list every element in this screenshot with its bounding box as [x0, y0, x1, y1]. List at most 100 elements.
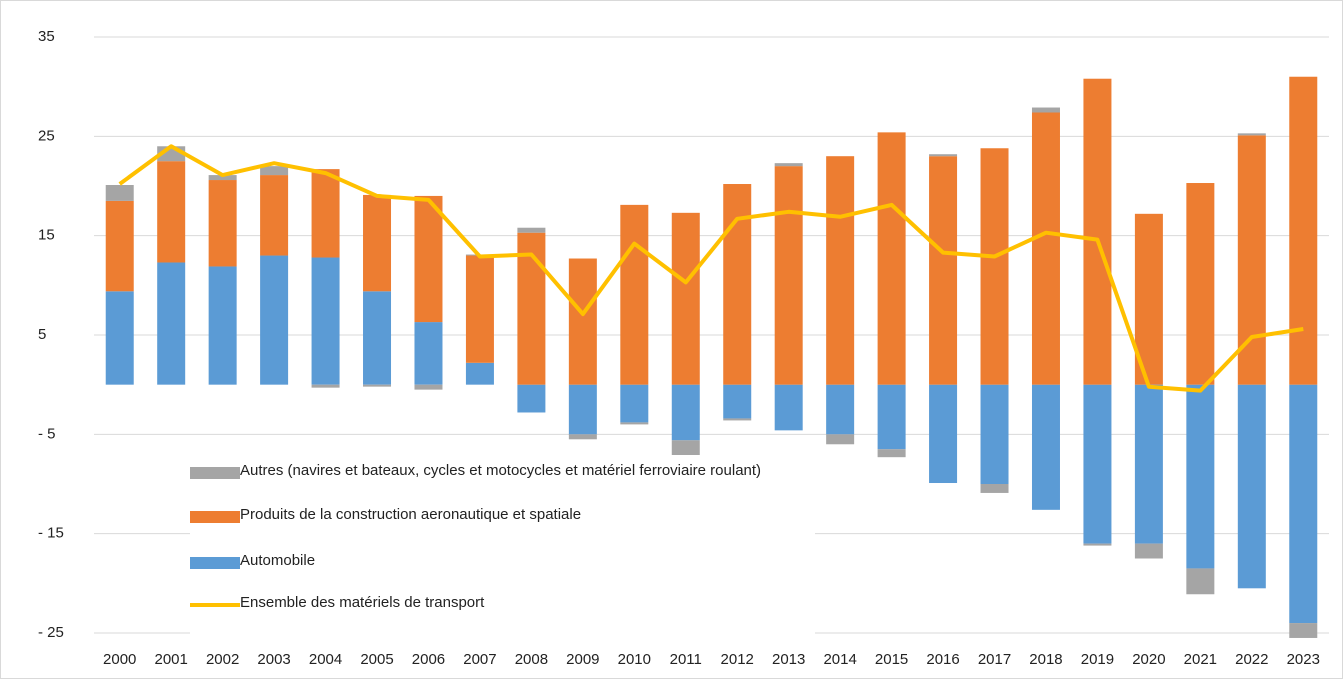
- bar: [1134, 384, 1163, 544]
- bar: [774, 384, 803, 431]
- bar: [208, 180, 237, 267]
- x-tick-label: 2009: [566, 651, 599, 668]
- legend-label: Automobile: [240, 552, 316, 569]
- bar: [671, 212, 700, 385]
- bar: [826, 156, 855, 385]
- bar: [980, 148, 1009, 385]
- bar: [774, 163, 803, 167]
- bar: [1237, 384, 1266, 589]
- bar: [105, 291, 134, 385]
- bar: [1083, 384, 1112, 544]
- x-tick-label: 2014: [823, 651, 856, 668]
- bar: [260, 166, 289, 176]
- bar: [517, 227, 546, 233]
- bar: [260, 255, 289, 385]
- bar: [363, 291, 392, 385]
- x-tick-label: 2015: [875, 651, 908, 668]
- y-tick-label: - 5: [38, 425, 56, 442]
- y-tick-label: 25: [38, 127, 55, 144]
- x-tick-label: 2011: [670, 651, 702, 668]
- x-tick-label: 2016: [926, 651, 959, 668]
- bar: [414, 195, 443, 323]
- bar: [414, 384, 443, 390]
- x-tick-label: 2019: [1081, 651, 1114, 668]
- bar: [1031, 112, 1060, 385]
- bar: [980, 384, 1009, 484]
- x-tick-label: 2005: [360, 651, 393, 668]
- bar: [1186, 384, 1215, 569]
- bar: [363, 194, 392, 292]
- bar: [517, 384, 546, 413]
- bar: [980, 484, 1009, 493]
- legend-label: Ensemble des matériels de transport: [240, 594, 485, 611]
- bar: [1289, 384, 1318, 624]
- bar: [877, 449, 906, 458]
- bar: [671, 384, 700, 441]
- bar: [929, 156, 958, 385]
- x-tick-label: 2003: [257, 651, 290, 668]
- x-tick-label: 2002: [206, 651, 239, 668]
- legend-item: Autres (navires et bateaux, cycles et mo…: [190, 462, 810, 482]
- bar: [774, 166, 803, 385]
- bar: [929, 154, 958, 157]
- legend-swatch: [190, 603, 240, 607]
- bar: [1134, 543, 1163, 559]
- bar: [105, 185, 134, 201]
- bar: [1289, 76, 1318, 385]
- bar: [568, 384, 597, 435]
- bar: [826, 384, 855, 435]
- legend-swatch: [190, 467, 240, 479]
- legend-label: Produits de la construction aeronautique…: [240, 506, 582, 523]
- x-tick-label: 2001: [155, 651, 188, 668]
- bar: [723, 418, 752, 421]
- line: [118, 144, 1304, 393]
- x-tick-label: 2017: [978, 651, 1011, 668]
- bar: [311, 384, 340, 388]
- bar: [723, 384, 752, 419]
- bar: [826, 434, 855, 445]
- x-tick-label: 2012: [721, 651, 754, 668]
- x-tick-label: 2020: [1132, 651, 1165, 668]
- bar: [105, 200, 134, 292]
- bar: [620, 422, 649, 425]
- legend-swatch: [190, 511, 240, 523]
- bar: [671, 440, 700, 457]
- y-tick-label: 15: [38, 227, 55, 244]
- bar: [1083, 78, 1112, 385]
- legend: Autres (navires et bateaux, cycles et mo…: [190, 455, 815, 635]
- y-tick-label: - 15: [38, 525, 64, 542]
- legend-item: Ensemble des matériels de transport: [190, 594, 810, 614]
- bar: [311, 257, 340, 385]
- bar: [1186, 183, 1215, 385]
- bar: [568, 434, 597, 440]
- bar: [1031, 107, 1060, 113]
- bar: [1237, 135, 1266, 385]
- bar: [157, 262, 186, 385]
- legend-swatch: [190, 557, 240, 569]
- x-tick-label: 2018: [1029, 651, 1062, 668]
- bar: [620, 204, 649, 385]
- bar: [465, 255, 494, 363]
- legend-label: Autres (navires et bateaux, cycles et mo…: [240, 462, 762, 479]
- bar: [877, 132, 906, 385]
- x-tick-label: 2006: [412, 651, 445, 668]
- bar: [568, 258, 597, 385]
- bar: [157, 161, 186, 263]
- x-tick-label: 2023: [1287, 651, 1320, 668]
- bar: [1237, 133, 1266, 136]
- legend-item: Produits de la construction aeronautique…: [190, 506, 810, 526]
- x-tick-label: 2022: [1235, 651, 1268, 668]
- bar: [1186, 568, 1215, 595]
- bar: [517, 232, 546, 385]
- x-tick-label: 2013: [772, 651, 805, 668]
- bar: [260, 175, 289, 256]
- legend-item: Automobile: [190, 552, 810, 572]
- x-tick-label: 2021: [1184, 651, 1217, 668]
- y-tick-label: - 25: [38, 624, 64, 641]
- bar: [465, 362, 494, 385]
- x-tick-label: 2000: [103, 651, 136, 668]
- y-tick-label: 5: [38, 326, 46, 343]
- x-tick-label: 2004: [309, 651, 342, 668]
- bar: [1083, 543, 1112, 546]
